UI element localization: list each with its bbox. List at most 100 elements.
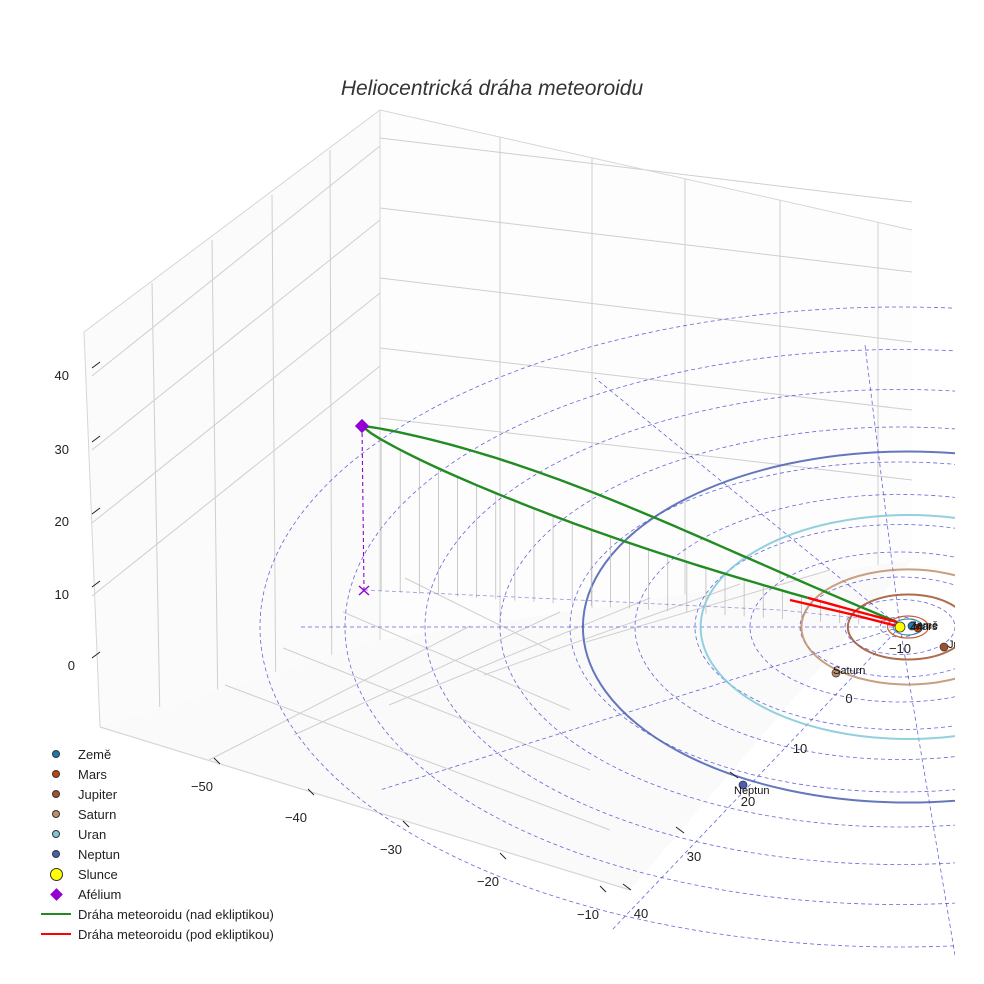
- orbit-2: [846, 593, 955, 661]
- x-tick-mark-0: [213, 757, 221, 765]
- axis-panes: [84, 110, 912, 890]
- legend-dot-swatch: [52, 750, 60, 758]
- grid-back-h-1: [379, 207, 913, 273]
- legend-symbol: [40, 887, 72, 901]
- ecliptic-ring-4: [694, 524, 955, 730]
- legend-dot-swatch: [52, 850, 60, 858]
- floor: [100, 560, 912, 890]
- meteoroid-path-below: [807, 596, 898, 624]
- grid-back-h-4: [379, 417, 913, 481]
- y-tick-label-2: 10: [793, 741, 807, 756]
- grid-left-h-1: [91, 219, 381, 451]
- legend-item: Mars: [40, 764, 274, 784]
- legend-symbol: [40, 867, 72, 881]
- grid-left-v-2: [271, 194, 277, 672]
- grid-left-h-3: [91, 365, 381, 597]
- aphelion-drop-line: [361, 425, 365, 591]
- z-tick-label-0: 0: [68, 658, 75, 673]
- legend-item: Slunce: [40, 864, 274, 884]
- legend-item: Dráha meteoroidu (pod ekliptikou): [40, 924, 274, 944]
- ecliptic-radial-2: [864, 344, 901, 628]
- planet-orbits: [582, 450, 955, 804]
- grid-left-v-1: [211, 239, 219, 690]
- y-tick-label-0: −10: [889, 641, 911, 656]
- y-tick-label-3: 20: [741, 794, 755, 809]
- chart-title: Heliocentrická dráha meteoroidu: [341, 77, 644, 100]
- ecliptic-ring-10: [259, 306, 955, 948]
- grid-floor-y-3: [404, 577, 551, 651]
- meteoroid-path: [361, 424, 898, 628]
- legend-dot-swatch: [49, 867, 63, 881]
- meteoroid-path-above-lower: [361, 425, 809, 599]
- aphelion-projection-marker: [358, 585, 370, 596]
- orbit-1: [886, 615, 930, 639]
- y-tick-mark-4: [675, 826, 685, 834]
- grid-back-h-2: [379, 277, 913, 343]
- grid-floor-y-1: [282, 647, 591, 771]
- legend-label: Saturn: [78, 806, 117, 822]
- z-tick-mark-2: [91, 507, 101, 515]
- legend-symbol: [40, 830, 72, 838]
- y-tick-label-5: 40: [634, 906, 648, 921]
- ecliptic-grid: [259, 306, 955, 958]
- legend-label: Neptun: [78, 846, 120, 862]
- legend-symbol: [40, 850, 72, 858]
- legend-symbol: [40, 790, 72, 798]
- orbit-4: [699, 514, 955, 740]
- legend-item: Neptun: [40, 844, 274, 864]
- legend-dot-swatch: [52, 810, 60, 818]
- planet-3-marker: [831, 668, 841, 678]
- meteoroid-path-below-tail: [789, 598, 898, 628]
- legend-dot-swatch: [52, 790, 60, 798]
- z-tick-mark-1: [91, 580, 101, 588]
- legend-label: Dráha meteoroidu (pod ekliptikou): [78, 926, 274, 942]
- y-tick-label-4: 30: [687, 849, 701, 864]
- z-tick-mark-4: [91, 361, 101, 369]
- aphelion-marker: [354, 418, 370, 434]
- planet-3-label: Saturn: [833, 665, 865, 677]
- planet-2-marker: [939, 642, 949, 652]
- grid-left-h-2: [91, 292, 381, 524]
- wall-left: [84, 110, 380, 727]
- z-tick-label-2: 20: [55, 514, 69, 529]
- legend-label: Uran: [78, 826, 107, 842]
- z-tick-mark-0: [91, 651, 101, 659]
- ecliptic-ring-1: [844, 599, 955, 655]
- x-tick-mark-1: [307, 788, 315, 796]
- legend-dot-swatch: [52, 770, 60, 778]
- ecliptic-radial-3: [899, 626, 955, 958]
- ecliptic-ring-8: [424, 389, 955, 865]
- inner-planets-label: Země: [910, 620, 938, 632]
- grid-left-v-0: [151, 282, 161, 708]
- planet-5-marker: [738, 780, 748, 790]
- grid-floor-x-2: [388, 597, 651, 706]
- orbit-0: [892, 618, 924, 636]
- legend-item: Země: [40, 744, 274, 764]
- x-tick-label-2: −30: [380, 842, 402, 857]
- legend-label: Dráha meteoroidu (nad ekliptikou): [78, 906, 274, 922]
- z-tick-label-4: 40: [55, 368, 69, 383]
- grid-floor-x-3: [483, 583, 741, 676]
- x-tick-label-1: −40: [285, 810, 307, 825]
- grid-floor-y-2: [342, 611, 571, 711]
- legend-dot-swatch: [52, 830, 60, 838]
- grid-left-h-0: [91, 145, 381, 377]
- wall-back: [380, 110, 912, 640]
- axis-ticks: 0 10 20 30 40 −50 −40 −30 −20 −10 −10 0 10 20 30 40: [55, 361, 911, 922]
- legend-item: Dráha meteoroidu (nad ekliptikou): [40, 904, 274, 924]
- legend-line-swatch: [41, 933, 71, 935]
- sun-marker: [894, 621, 906, 633]
- meteoroid-ecliptic-projection: [363, 589, 898, 623]
- x-tick-mark-3: [499, 852, 507, 860]
- legend-symbol: [40, 933, 72, 935]
- legend-label: Mars: [78, 766, 107, 782]
- legend-symbol: [40, 750, 72, 758]
- legend-item: Afélium: [40, 884, 274, 904]
- grid-floor-y-0: [224, 684, 611, 831]
- planet-5-label: Neptun: [734, 785, 769, 797]
- legend-label: Země: [78, 746, 112, 762]
- legend-symbol: [40, 810, 72, 818]
- y-tick-mark-3: [729, 771, 739, 779]
